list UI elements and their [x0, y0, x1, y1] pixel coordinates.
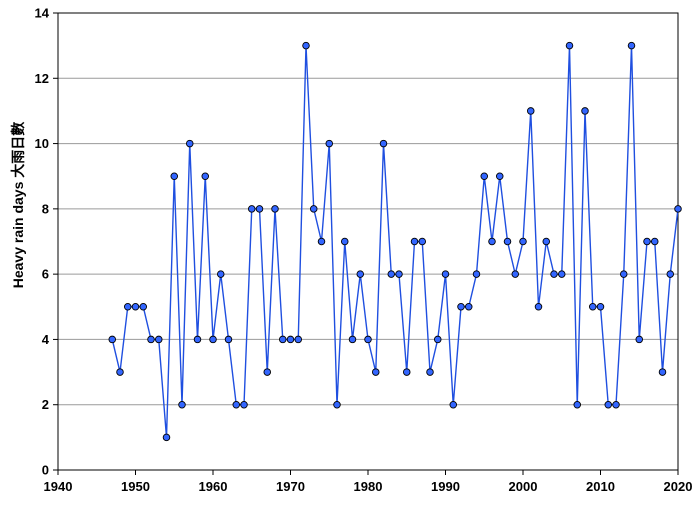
data-point: [247, 205, 256, 213]
series-line: [111, 45, 679, 438]
data-point: [558, 270, 566, 278]
data-point: [635, 335, 644, 344]
x-tick-label: 2020: [664, 479, 693, 494]
series-markers-group: [108, 41, 682, 442]
data-point: [403, 368, 411, 376]
data-point: [542, 237, 551, 246]
data-point: [372, 368, 380, 376]
data-point: [123, 303, 132, 311]
data-point: [279, 335, 287, 344]
data-point: [387, 270, 396, 278]
data-point: [418, 237, 427, 246]
x-tick-label: 1940: [44, 479, 73, 494]
data-point: [108, 335, 116, 344]
data-point: [604, 400, 613, 409]
data-point: [410, 237, 419, 246]
y-axis: 0 2 4 6 8 10 12 14: [35, 6, 58, 478]
data-point: [534, 303, 543, 311]
data-point: [395, 270, 403, 278]
data-point: [511, 270, 520, 278]
data-point: [573, 400, 582, 409]
data-point: [581, 107, 589, 115]
data-point: [496, 172, 504, 180]
data-point: [666, 270, 675, 278]
data-point: [426, 368, 434, 376]
data-point: [480, 172, 489, 180]
data-point: [154, 335, 163, 344]
data-point: [178, 400, 186, 409]
x-tick-label: 2000: [509, 479, 538, 494]
data-point: [216, 270, 225, 278]
data-point: [116, 368, 124, 376]
data-point: [240, 400, 248, 409]
data-point: [565, 41, 574, 50]
data-point: [620, 270, 628, 278]
y-tick-label: 6: [42, 267, 49, 282]
data-point: [232, 400, 240, 409]
data-point: [162, 433, 171, 442]
data-point: [348, 335, 357, 344]
data-point: [193, 335, 202, 344]
y-axis-title: Heavy rain days 大雨日數: [10, 122, 26, 289]
data-point: [674, 205, 682, 213]
data-point: [185, 139, 194, 148]
data-point: [658, 368, 667, 376]
plot-area-frame: [57, 12, 679, 471]
data-point: [255, 205, 264, 213]
data-point: [627, 41, 636, 50]
y-tick-label: 2: [42, 397, 49, 412]
data-point: [519, 237, 527, 246]
data-point: [356, 270, 365, 278]
data-point: [294, 335, 303, 344]
y-tick-label: 8: [42, 201, 49, 216]
data-point: [465, 303, 473, 311]
data-point: [302, 41, 310, 50]
data-point: [341, 237, 349, 246]
data-point: [434, 335, 442, 344]
data-point: [449, 400, 458, 409]
data-point: [224, 335, 233, 344]
data-point: [201, 172, 209, 180]
data-point: [441, 270, 450, 278]
data-point: [317, 237, 326, 246]
x-tick-label: 1970: [276, 479, 305, 494]
x-axis: 1940 1950 1960 1970 1980 1990 2000 2010 2020: [44, 470, 693, 494]
data-point: [612, 400, 620, 409]
x-tick-label: 1960: [199, 479, 228, 494]
data-point: [364, 335, 372, 344]
data-point: [209, 335, 217, 344]
data-point: [651, 237, 659, 246]
data-point: [589, 303, 597, 311]
data-point: [271, 205, 279, 213]
data-point: [550, 270, 558, 278]
data-point: [310, 205, 318, 213]
x-tick-label: 2010: [586, 479, 615, 494]
data-point: [333, 400, 341, 409]
data-point: [147, 335, 155, 344]
data-point: [596, 303, 605, 311]
y-tick-label: 14: [35, 6, 50, 21]
data-point: [170, 172, 178, 180]
x-tick-label: 1980: [354, 479, 383, 494]
data-point: [472, 270, 481, 278]
data-point: [131, 303, 140, 311]
y-tick-label: 10: [35, 136, 49, 151]
series-line-group: [111, 45, 679, 438]
x-tick-label: 1950: [121, 479, 150, 494]
y-tick-label: 0: [42, 463, 49, 478]
data-point: [457, 303, 465, 311]
data-point: [488, 237, 496, 246]
data-point: [379, 139, 388, 148]
data-point: [527, 107, 535, 115]
x-tick-label: 1990: [431, 479, 460, 494]
y-tick-label: 4: [42, 332, 50, 347]
data-point: [286, 335, 295, 344]
data-point: [139, 303, 147, 311]
data-point: [263, 368, 272, 376]
data-point: [325, 139, 334, 148]
data-point: [503, 237, 512, 246]
data-point: [643, 237, 651, 246]
y-tick-label: 12: [35, 71, 49, 86]
